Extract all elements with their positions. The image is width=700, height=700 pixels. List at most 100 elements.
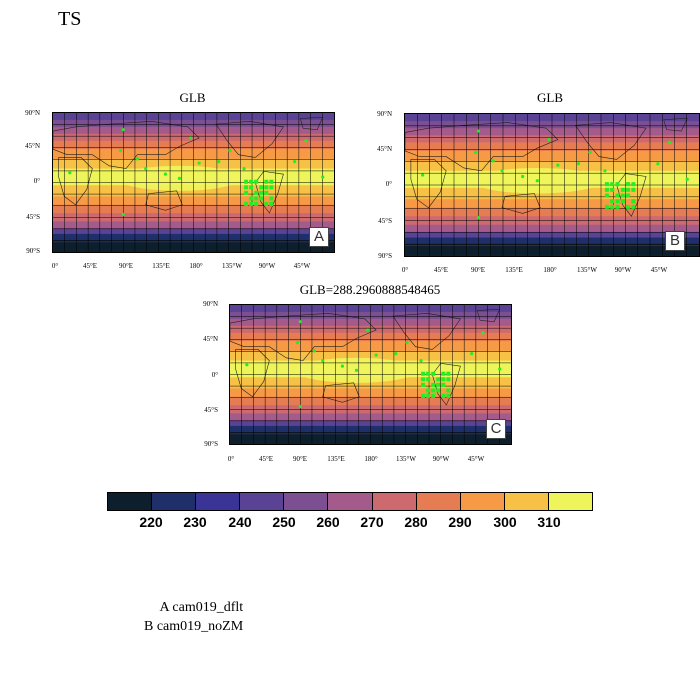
- panel-c-lon-180: 180°: [364, 455, 378, 463]
- panel-b-lon-135w: 135°W: [577, 266, 597, 274]
- panel-b-title: GLB: [537, 90, 563, 105]
- station-marker: [441, 393, 446, 398]
- station-marker: [269, 201, 274, 206]
- panel-c-lon-90w: 90°W: [432, 455, 450, 463]
- panel-c-lon-0: 0°: [227, 455, 235, 463]
- colorbar-swatch: [460, 493, 505, 510]
- panel-c-lon-45e: 45°E: [258, 455, 274, 463]
- station-marker: [244, 201, 249, 206]
- station-marker: [604, 182, 609, 187]
- station-marker: [604, 193, 609, 198]
- colorbar-swatch: [196, 493, 241, 510]
- station-marker: [426, 371, 431, 376]
- station-marker: [249, 201, 254, 206]
- station-marker: [610, 204, 615, 209]
- panel-c-title: GLB=288.2960888548465: [299, 282, 441, 297]
- coastline: [299, 116, 324, 130]
- colorbar-swatch: [240, 493, 285, 510]
- colorbar: [107, 492, 593, 511]
- station-marker: [269, 185, 274, 190]
- station-marker: [626, 204, 631, 209]
- colorbar-swatch: [108, 493, 153, 510]
- station-marker: [264, 185, 269, 190]
- panel-c-lat-90n: 90°N: [203, 300, 218, 308]
- station-marker: [631, 187, 636, 192]
- station-marker: [473, 150, 478, 154]
- station-marker: [620, 193, 625, 198]
- station-marker: [535, 179, 539, 183]
- station-marker: [470, 352, 474, 356]
- panel-b-label: B: [665, 231, 685, 251]
- panel-b-lat-0: 0°: [385, 180, 392, 188]
- station-marker: [197, 161, 201, 165]
- station-marker: [476, 129, 481, 133]
- panel-c-lat-0: 0°: [211, 371, 218, 379]
- station-marker: [436, 388, 441, 393]
- station-marker: [298, 320, 302, 324]
- station-marker: [547, 137, 551, 142]
- station-marker: [121, 128, 125, 132]
- colorbar-swatch: [504, 493, 549, 510]
- station-marker: [259, 196, 264, 201]
- station-marker: [144, 167, 148, 171]
- station-marker: [615, 204, 620, 209]
- station-marker: [118, 148, 123, 153]
- panel-b-lon-0: 0°: [401, 266, 409, 274]
- station-marker: [603, 169, 607, 173]
- panel-c-lat-45n: 45°N: [203, 335, 218, 343]
- station-marker: [249, 185, 254, 190]
- case-legend: A cam019_dflt B cam019_noZM: [144, 598, 243, 636]
- station-marker: [228, 148, 232, 153]
- station-marker: [421, 382, 426, 387]
- colorbar-swatch: [328, 493, 373, 510]
- station-marker: [189, 136, 193, 140]
- panel-c-label: C: [486, 419, 506, 439]
- station-marker: [312, 349, 316, 353]
- station-marker: [631, 204, 636, 209]
- coastline: [322, 382, 360, 403]
- station-marker: [556, 163, 560, 167]
- panel-a-lat-90n: 90°N: [25, 109, 40, 117]
- station-marker: [500, 169, 504, 173]
- station-marker: [426, 377, 431, 382]
- station-marker: [615, 193, 620, 198]
- station-marker: [264, 201, 269, 206]
- colorbar-label-280: 280: [404, 514, 428, 530]
- station-marker: [304, 139, 308, 143]
- station-marker: [244, 185, 249, 190]
- station-marker: [476, 216, 481, 220]
- station-marker: [576, 162, 581, 166]
- station-marker: [446, 388, 451, 393]
- panel-a-lat-45s: 45°S: [26, 213, 40, 221]
- panel-c-map: C: [229, 304, 512, 445]
- station-marker: [269, 196, 274, 201]
- station-marker: [163, 172, 167, 176]
- station-marker: [249, 196, 254, 201]
- station-marker: [405, 340, 409, 345]
- station-marker: [259, 185, 264, 190]
- colorbar-label-260: 260: [316, 514, 340, 530]
- colorbar-label-230: 230: [183, 514, 207, 530]
- station-marker: [177, 176, 182, 180]
- panel-c-lon-135w: 135°W: [396, 455, 416, 463]
- station-marker: [421, 173, 425, 177]
- map-graphic: [405, 114, 699, 256]
- station-marker: [340, 364, 344, 368]
- panel-a-lon-0: 0°: [51, 262, 59, 270]
- station-marker: [441, 382, 446, 387]
- panel-a-lon-135w: 135°W: [222, 262, 242, 270]
- colorbar-swatch: [416, 493, 461, 510]
- panel-b-lon-90w: 90°W: [614, 266, 632, 274]
- colorbar-label-300: 300: [493, 514, 517, 530]
- station-marker: [254, 196, 259, 201]
- panel-b-lon-180: 180°: [543, 266, 557, 274]
- station-marker: [626, 187, 631, 192]
- station-marker: [121, 212, 125, 217]
- station-marker: [254, 179, 259, 184]
- coastline: [501, 193, 541, 214]
- station-marker: [68, 171, 72, 175]
- panel-c-lon-135e: 135°E: [327, 455, 345, 463]
- station-marker: [615, 199, 620, 204]
- station-marker: [426, 393, 431, 398]
- station-marker: [431, 382, 436, 387]
